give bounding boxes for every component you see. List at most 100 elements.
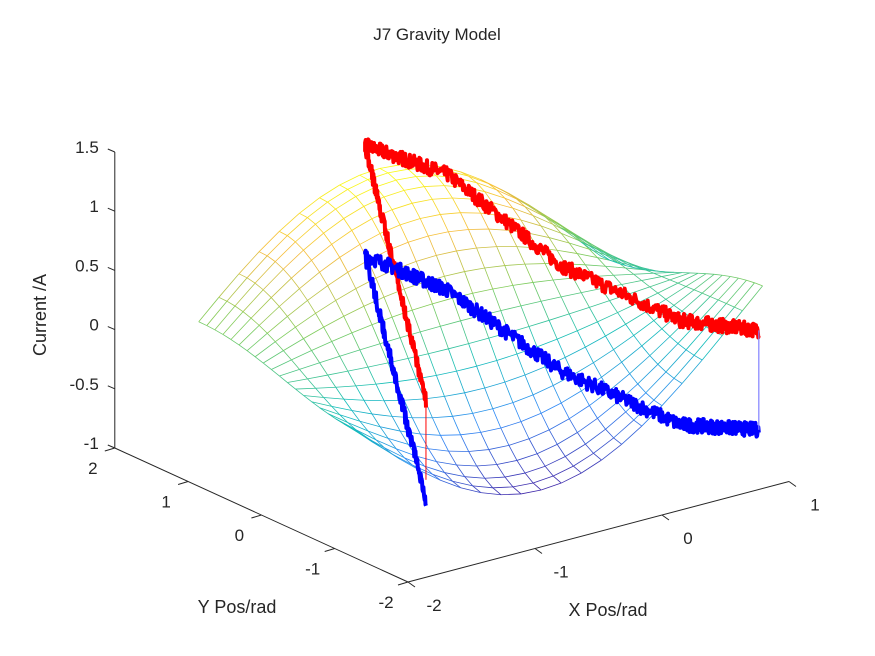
mesh-line [331,332,352,342]
mesh-line [536,338,558,348]
mesh-line [238,344,248,352]
mesh-line [359,343,381,351]
mesh-line [609,373,630,391]
mesh-line [657,364,667,373]
mesh-line [412,198,433,204]
mesh-line [351,230,361,245]
mesh-line [319,257,340,273]
mesh-line [319,197,328,203]
mesh-line [371,413,381,427]
mesh-line [665,286,687,300]
mesh-line [452,416,461,435]
mesh-line [351,332,361,351]
mesh-line [420,214,441,219]
mesh-line [657,282,679,294]
mesh-line [512,402,522,422]
mesh-line [399,218,421,226]
mesh-line [528,326,538,348]
mesh-line [444,472,465,478]
mesh-line [363,435,385,448]
mesh-line [520,300,542,307]
mesh-line [460,212,469,230]
blue-trace [363,248,761,507]
mesh-line [355,429,377,441]
mesh-line [553,465,574,477]
mesh-line [254,341,276,358]
mesh-line [669,279,679,284]
mesh-line [532,482,542,491]
mesh-line [307,285,328,301]
mesh-line [311,243,332,261]
mesh-line [448,231,457,252]
mesh-line [287,235,296,243]
mesh-line [254,261,276,284]
mesh-line [645,311,655,321]
mesh-line [641,276,662,281]
mesh-line [444,185,453,199]
mesh-line [504,197,514,209]
mesh-line [468,229,477,249]
mesh-line [605,411,626,430]
mesh-line [278,306,288,317]
mesh-line [435,175,445,186]
y-tick-label: 0 [235,526,244,545]
mesh-line [307,217,316,225]
mesh-line [258,251,268,257]
mesh-line [423,186,433,200]
mesh-line [456,371,465,393]
mesh-line [488,228,498,247]
mesh-line [617,312,626,325]
mesh-line [589,390,610,406]
y-tick [251,514,262,519]
mesh-line [367,430,389,439]
mesh-line [653,272,662,277]
mesh-line [645,371,667,394]
mesh-line [500,427,510,446]
mesh-line [258,306,280,326]
mesh-line [504,263,525,266]
mesh-line [444,396,453,417]
mesh-line [295,223,316,243]
mesh-line [649,279,671,288]
mesh-line [391,316,401,338]
y-tick-label: -2 [378,593,393,612]
mesh-line [431,199,441,215]
mesh-line [343,305,365,317]
mesh-line [520,412,542,422]
mesh-line [391,416,401,432]
mesh-line [452,480,461,489]
mesh-line [492,288,502,311]
mesh-line [532,279,554,283]
mesh-line [254,282,264,291]
mesh-line [536,453,546,467]
mesh-line [496,189,517,200]
mesh-line [633,419,643,427]
mesh-line [275,326,296,343]
mesh-line [395,176,417,181]
x-tick-label: 1 [810,496,819,515]
mesh-line [726,279,747,304]
mesh-line [734,306,743,312]
mesh-line [315,388,324,398]
mesh-line [669,272,691,281]
y-tick-label: 1 [161,493,170,512]
mesh-line [343,316,353,334]
mesh-line [613,437,622,445]
mesh-line [621,259,630,264]
mesh-line [532,215,554,225]
mesh-line [593,362,602,378]
mesh-line [532,475,554,484]
mesh-line [726,303,735,308]
mesh-line [303,249,312,261]
mesh-line [484,381,505,389]
mesh-line [548,320,558,340]
mesh-line [435,255,445,277]
mesh-line [419,433,429,449]
mesh-line [440,212,461,215]
mesh-line [556,338,566,358]
z-axis-label: Current /A [30,274,50,356]
mesh-line [556,222,578,237]
mesh-line [371,413,393,417]
mesh-line [585,428,606,445]
mesh-line [214,329,224,335]
